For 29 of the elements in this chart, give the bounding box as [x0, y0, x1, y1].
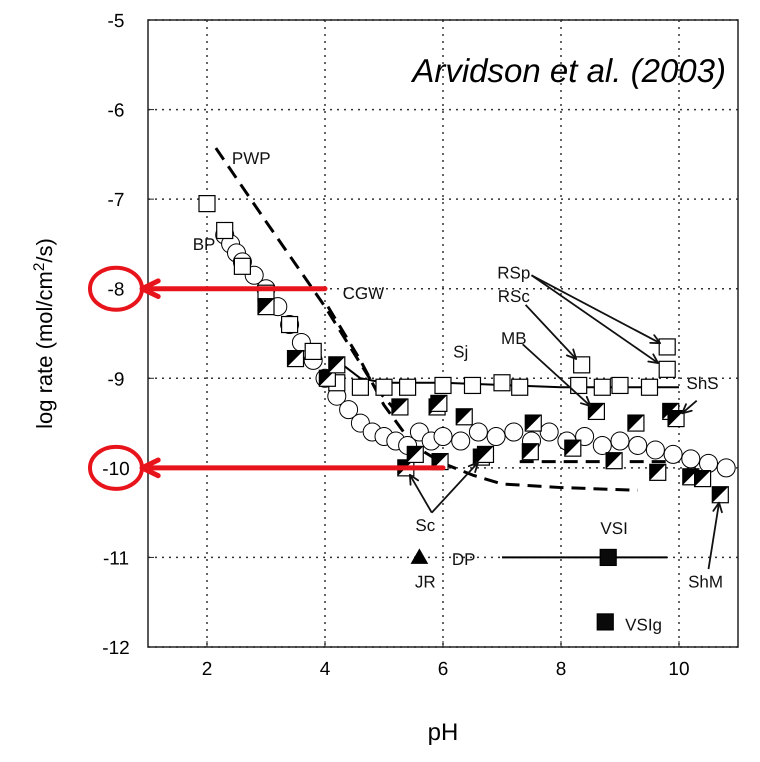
y-tick-label: -11: [102, 548, 130, 570]
annotation: MB: [501, 328, 527, 348]
annotation: RSp: [497, 264, 530, 283]
annotation: BP: [192, 234, 216, 254]
annotation: Sj: [453, 342, 468, 362]
y-tick-label: -7: [108, 190, 124, 212]
annotation: JR: [414, 572, 436, 592]
x-tick-label: 8: [556, 659, 566, 680]
annotation: Sc: [415, 516, 436, 536]
annotation: DP: [452, 550, 476, 570]
y-tick-label: -5: [108, 11, 124, 32]
y-tick-label: -12: [102, 638, 130, 659]
y-tick-label: -10: [102, 458, 130, 480]
x-tick-label: 4: [320, 659, 331, 680]
annotation: VSI: [600, 518, 628, 538]
annotation: RSc: [498, 286, 530, 306]
annotation: PWP: [232, 148, 271, 168]
annotation: VSIg: [625, 616, 662, 635]
y-tick-label: -8: [108, 280, 124, 301]
annotation: CGW: [342, 284, 384, 304]
annotation: ShM: [688, 572, 724, 592]
annotation: ShS: [686, 374, 719, 393]
text: Arvidson et al. (2003): [410, 52, 726, 89]
x-axis-title: pH: [428, 719, 458, 746]
x-tick-label: 10: [668, 659, 690, 680]
y-tick-label: -6: [108, 100, 124, 122]
x-tick-label: 6: [438, 659, 448, 680]
x-tick-label: 2: [202, 659, 212, 680]
y-tick-label: -9: [108, 369, 124, 390]
